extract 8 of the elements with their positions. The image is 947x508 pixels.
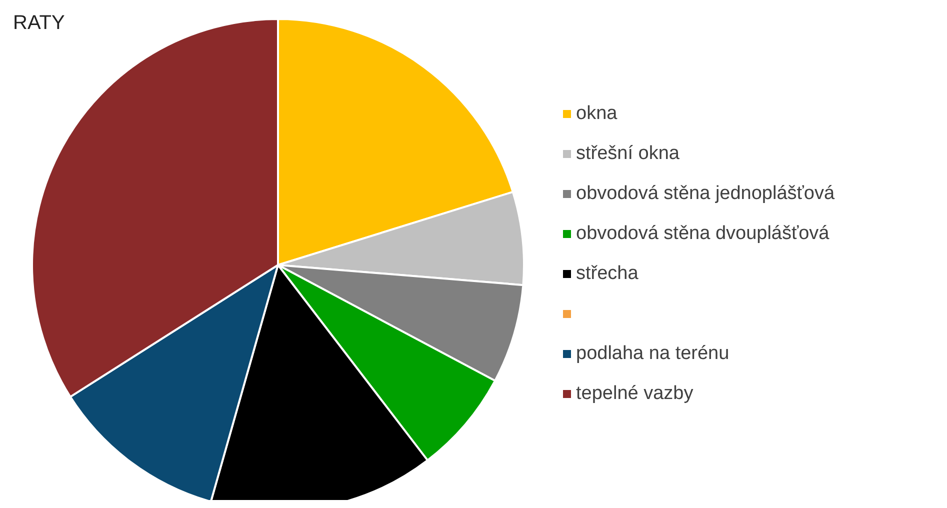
legend-label: střešní okna bbox=[576, 143, 680, 165]
legend-label: okna bbox=[576, 103, 618, 125]
legend-label: obvodová stěna jednoplášťová bbox=[576, 183, 835, 205]
legend-label: obvodová stěna dvouplášťová bbox=[576, 223, 830, 245]
legend-label: střecha bbox=[576, 263, 638, 285]
legend-label: podlaha na terénu bbox=[576, 343, 730, 365]
legend-label: tepelné vazby bbox=[576, 383, 694, 405]
chart-title: RATY bbox=[13, 12, 65, 34]
